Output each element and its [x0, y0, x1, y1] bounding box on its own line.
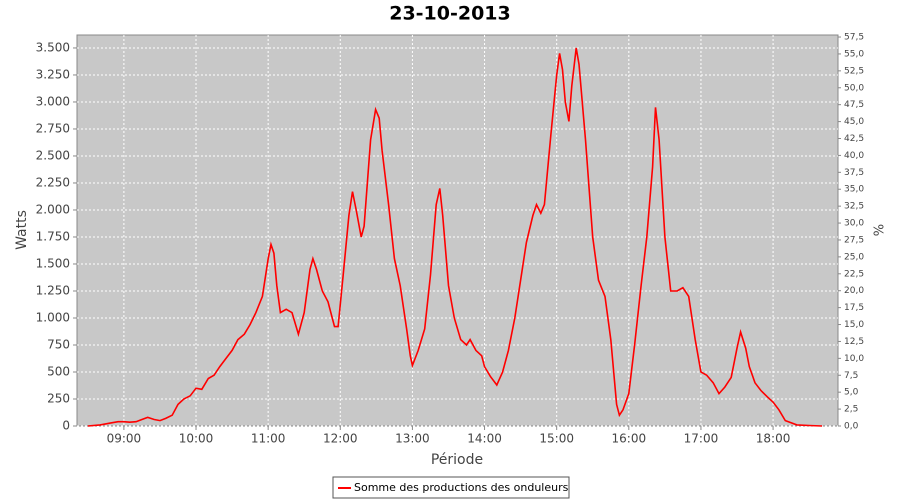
y2-tick-label: 5,0	[844, 388, 859, 398]
y-tick-label: 2.750	[36, 121, 70, 135]
y-tick-label: 1.750	[36, 229, 70, 243]
y-tick-label: 1.250	[36, 283, 70, 297]
y2-tick-label: 22,5	[844, 269, 864, 279]
y2-tick-label: 27,5	[844, 235, 864, 245]
y2-tick-label: 0,0	[844, 422, 859, 432]
x-tick-label: 12:00	[323, 432, 358, 446]
chart-title: 23-10-2013	[389, 3, 511, 25]
y-tick-label: 1.000	[36, 310, 70, 324]
y-tick-label: 2.500	[36, 148, 70, 162]
y-tick-label: 3.000	[36, 94, 70, 108]
x-tick-label: 18:00	[756, 432, 791, 446]
y-tick-label: 750	[47, 337, 70, 351]
x-axis-title: Période	[431, 452, 483, 468]
x-tick-label: 10:00	[179, 432, 214, 446]
y-tick-label: 2.000	[36, 202, 70, 216]
x-tick-label: 09:00	[107, 432, 142, 446]
x-tick-label: 15:00	[539, 432, 574, 446]
plot-area	[76, 34, 839, 427]
y-tick-label: 1.500	[36, 256, 70, 270]
y2-axis-title: %	[873, 224, 888, 236]
x-tick-label: 13:00	[395, 432, 430, 446]
y2-tick-label: 52,5	[844, 66, 864, 76]
y2-tick-label: 40,0	[844, 151, 864, 161]
y2-tick-label: 55,0	[844, 49, 864, 59]
data-line	[87, 47, 823, 427]
y2-tick-label: 42,5	[844, 134, 864, 144]
legend-label: Somme des productions des onduleurs	[354, 481, 569, 494]
y2-tick-label: 25,0	[844, 252, 864, 262]
y-tick-label: 2.250	[36, 175, 70, 189]
y2-tick-label: 57,5	[844, 33, 864, 43]
x-tick-label: 11:00	[251, 432, 286, 446]
x-tick-label: 14:00	[467, 432, 502, 446]
y2-tick-label: 47,5	[844, 100, 864, 110]
y2-tick-label: 15,0	[844, 320, 864, 330]
y2-tick-label: 2,5	[844, 405, 858, 415]
y-tick-label: 0	[62, 419, 70, 433]
y2-tick-label: 32,5	[844, 202, 864, 212]
x-tick-label: 17:00	[684, 432, 719, 446]
y2-tick-label: 17,5	[844, 303, 864, 313]
y2-tick-label: 10,0	[844, 354, 864, 364]
y-axis-title: Watts	[14, 210, 30, 250]
y2-tick-label: 50,0	[844, 83, 864, 93]
y-tick-label: 3.500	[36, 40, 70, 54]
y2-tick-label: 7,5	[844, 371, 858, 381]
y2-tick-label: 37,5	[844, 168, 864, 178]
x-tick-label: 16:00	[612, 432, 647, 446]
y2-tick-label: 35,0	[844, 185, 864, 195]
y-tick-label: 250	[47, 391, 70, 405]
y-tick-label: 500	[47, 364, 70, 378]
y2-tick-label: 20,0	[844, 286, 864, 296]
legend-box	[332, 476, 570, 499]
y-tick-label: 3.250	[36, 67, 70, 81]
y2-tick-label: 45,0	[844, 117, 864, 127]
y2-tick-label: 30,0	[844, 219, 864, 229]
y2-tick-label: 12,5	[844, 337, 864, 347]
